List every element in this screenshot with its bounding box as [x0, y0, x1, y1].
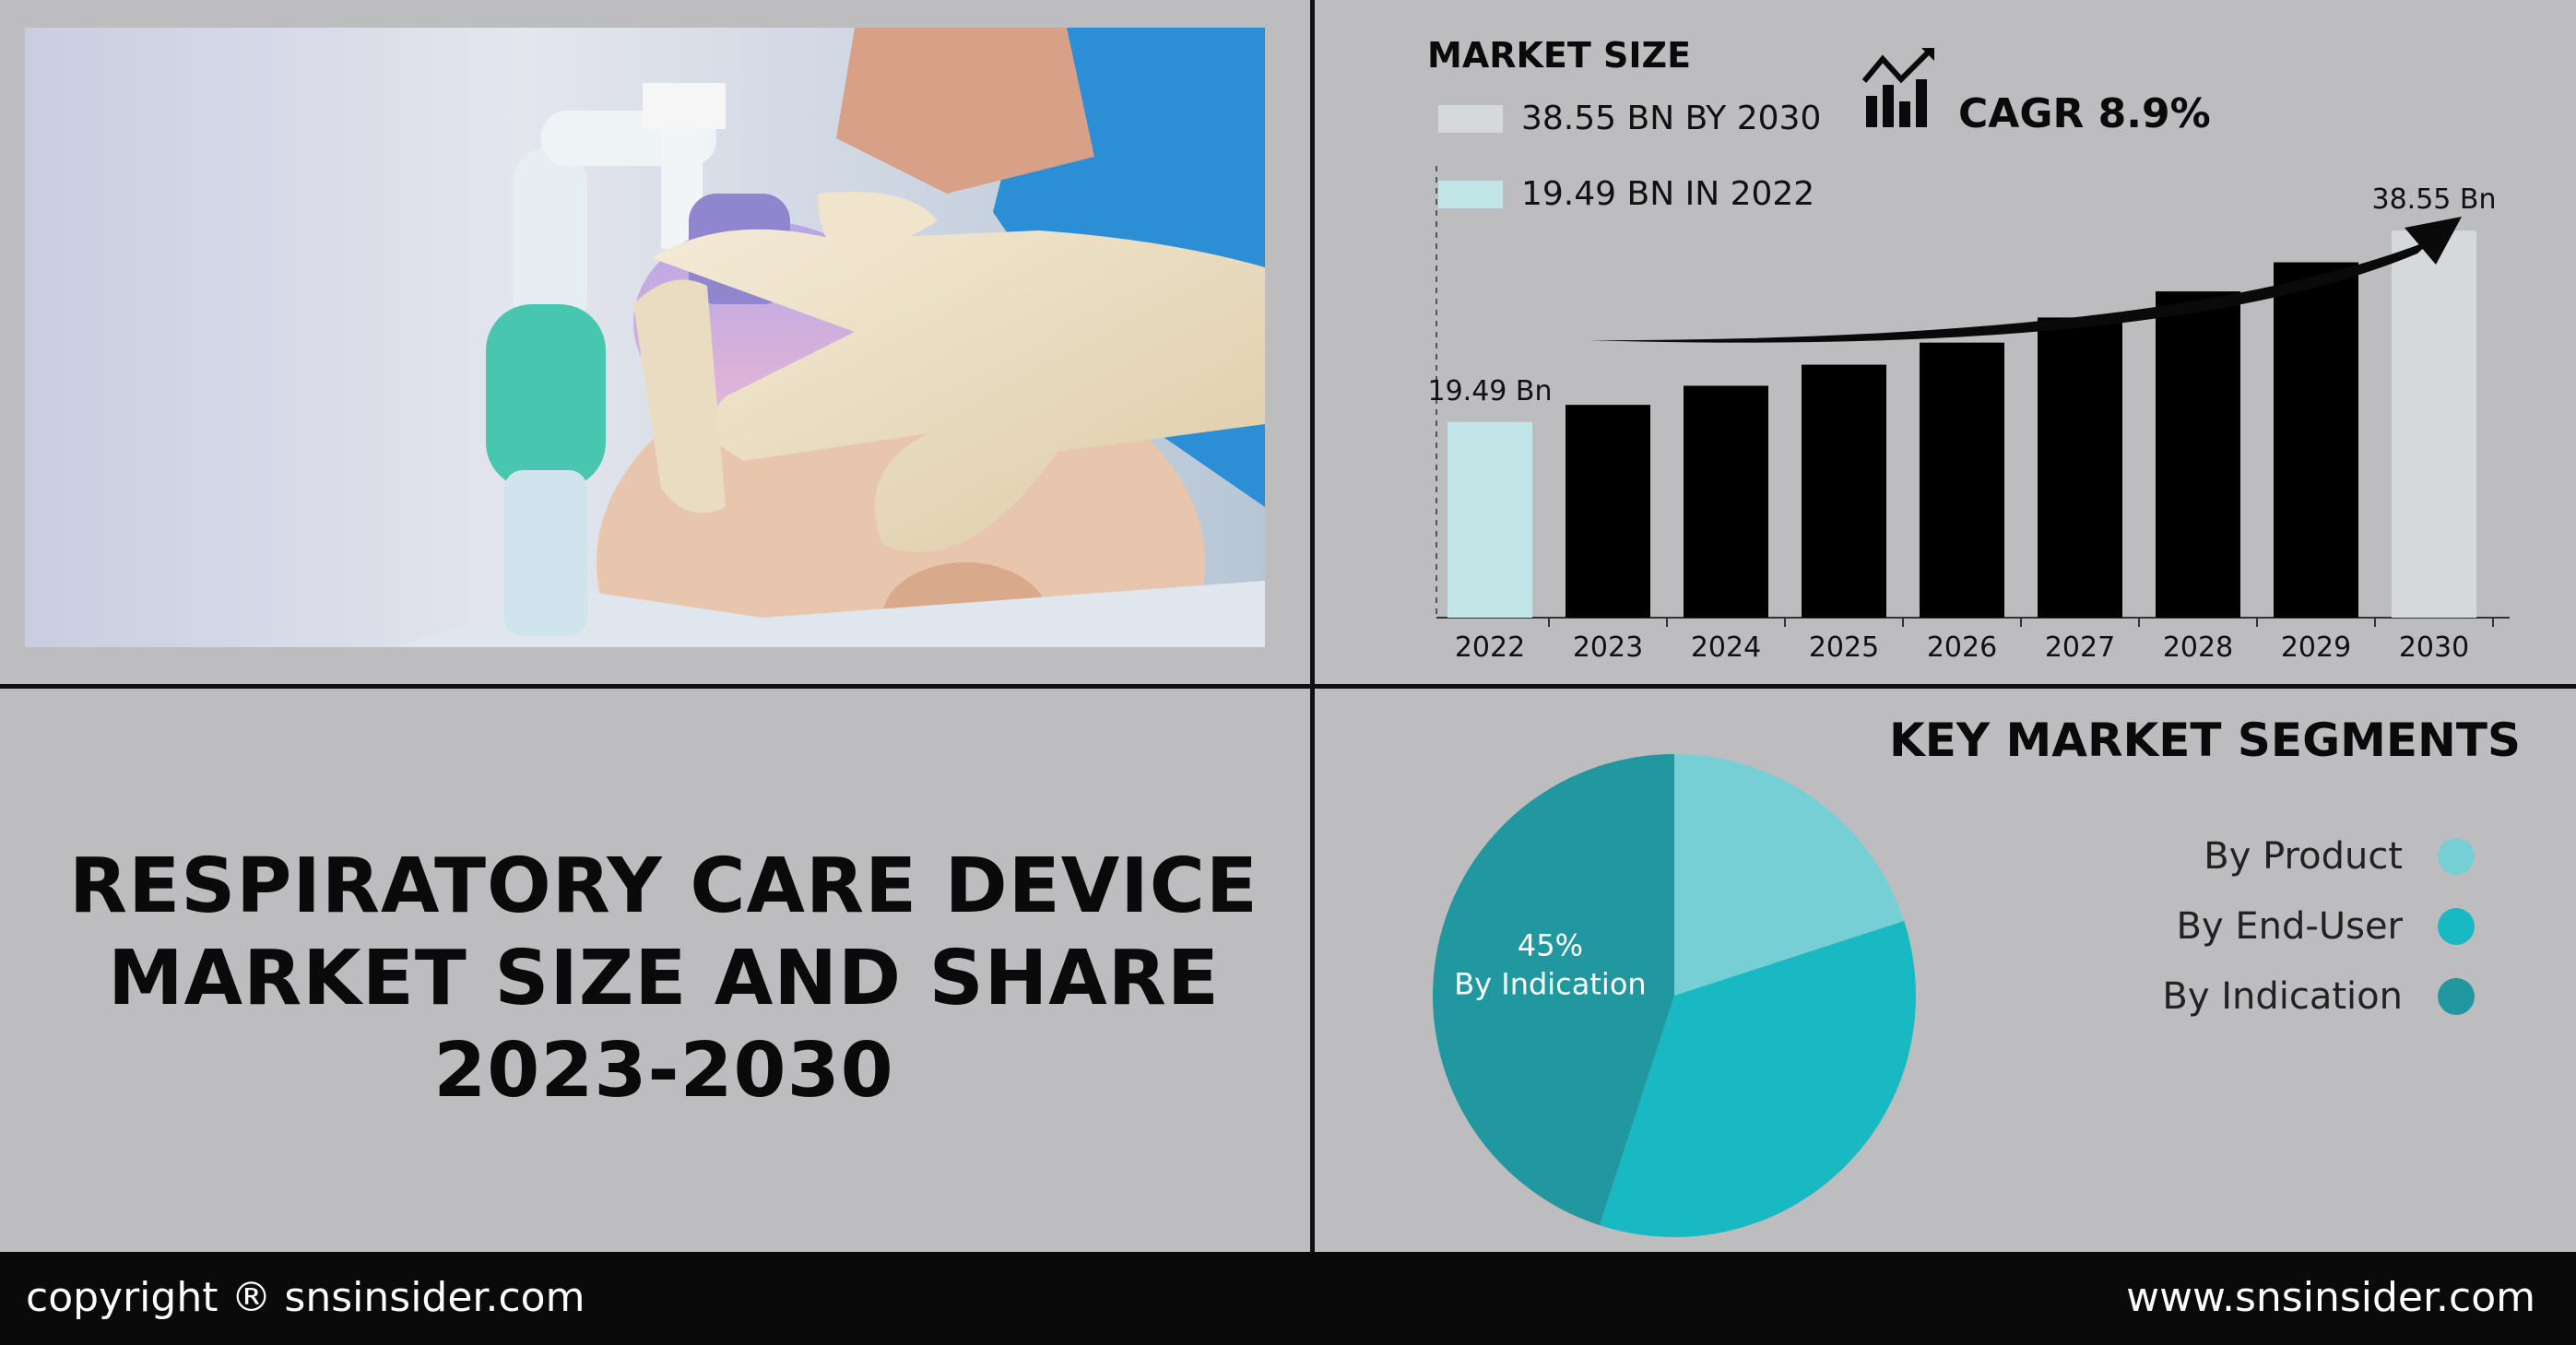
x-tick-label-2026: 2026 — [1927, 631, 1997, 664]
title-line-1: RESPIRATORY CARE DEVICE — [69, 843, 1258, 930]
x-tick-label-2023: 2023 — [1573, 631, 1643, 664]
title-line-3: 2023-2030 — [433, 1027, 894, 1115]
data-label-2030: 38.55 Bn — [2371, 183, 2496, 216]
data-label-2022: 19.49 Bn — [1427, 375, 1552, 407]
bar-2027 — [2038, 317, 2122, 618]
copyright-text: copyright ® snsinsider.com — [26, 1274, 585, 1321]
vertical-divider — [1310, 0, 1315, 1252]
segments-header: KEY MARKET SEGMENTS — [1889, 714, 2521, 767]
x-tick-label-2027: 2027 — [2045, 631, 2115, 664]
bar-2022 — [1448, 421, 1532, 618]
x-tick-label-2029: 2029 — [2281, 631, 2351, 664]
legend-2030: 38.55 BN BY 2030 — [1438, 100, 1821, 137]
pie-slice-by-product — [1674, 754, 1905, 996]
bar-2029 — [2274, 262, 2358, 618]
legend-swatch-2030 — [1438, 104, 1503, 133]
market-size-header: MARKET SIZE — [1427, 35, 1692, 76]
x-tick-label-2024: 2024 — [1691, 631, 1761, 664]
segment-legend-product: By Product — [2204, 835, 2475, 878]
hero-photo — [25, 28, 1265, 647]
horizontal-divider — [0, 684, 2576, 689]
cagr-label: CAGR 8.9% — [1958, 90, 2211, 137]
segment-legend-indication: By Indication — [2162, 975, 2475, 1018]
legend-label-2030: 38.55 BN BY 2030 — [1521, 100, 1822, 137]
segments-pie-chart: 45% By Indication — [1433, 754, 1916, 1237]
x-tick-label-2025: 2025 — [1809, 631, 1879, 664]
market-size-bar-chart: 2022 19.49 Bn 2023 2024 2025 2026 2027 2028 2029… — [1427, 166, 2510, 664]
bar-2028 — [2156, 291, 2240, 618]
bar-2024 — [1684, 385, 1768, 618]
segment-legend-end-user: By End-User — [2177, 905, 2475, 948]
pie-slice-by-indication — [1433, 754, 1674, 1226]
x-tick-label-2028: 2028 — [2163, 631, 2233, 664]
bar-2026 — [1920, 342, 2004, 618]
bar-2030 — [2392, 230, 2476, 618]
trend-arrow-head — [2405, 217, 2462, 265]
bar-2025 — [1802, 364, 1886, 618]
title-line-2: MARKET SIZE AND SHARE — [108, 935, 1220, 1022]
pie-label-name: By Indication — [1454, 967, 1646, 1002]
website-link[interactable]: www.snsinsider.com — [2126, 1274, 2535, 1321]
x-tick-label-2022: 2022 — [1455, 631, 1525, 664]
segment-label-indication: By Indication — [2162, 975, 2403, 1018]
segment-dot-product — [2438, 838, 2475, 875]
pie-slice-by-end-user — [1600, 921, 1916, 1237]
bar-2023 — [1566, 405, 1650, 618]
segment-label-end-user: By End-User — [2176, 905, 2403, 948]
x-tick-label-2030: 2030 — [2399, 631, 2469, 664]
pie-label-percent: 45% — [1518, 928, 1583, 963]
report-title: RESPIRATORY CARE DEVICE MARKET SIZE AND … — [18, 841, 1309, 1117]
footer-bar: copyright ® snsinsider.com www.snsinside… — [0, 1252, 2576, 1345]
legend-label-2022: 19.49 BN IN 2022 — [1521, 175, 1815, 213]
trend-arrow-body — [1589, 239, 2434, 343]
legend-swatch-2022 — [1438, 180, 1503, 208]
bar-chart-growth-icon — [1861, 48, 1936, 131]
segment-dot-indication — [2438, 978, 2475, 1015]
segment-label-product: By Product — [2204, 835, 2403, 878]
segment-dot-end-user — [2438, 908, 2475, 945]
legend-2022: 19.49 BN IN 2022 — [1438, 175, 1814, 213]
